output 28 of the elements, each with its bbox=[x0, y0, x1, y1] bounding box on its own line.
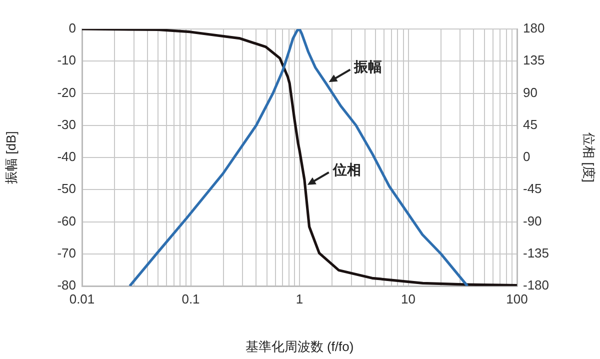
annotation: 振幅 bbox=[353, 58, 382, 74]
y-tick-label: 0 bbox=[68, 20, 76, 36]
y2-axis-title: 位相 [度] bbox=[582, 132, 597, 182]
x-tick-label: 0.01 bbox=[69, 291, 95, 306]
y-tick-label: -30 bbox=[57, 116, 76, 132]
x-tick-label: 10 bbox=[401, 291, 416, 306]
y-tick-label: -20 bbox=[57, 84, 76, 100]
x-axis-title: 基準化周波数 (f/fo) bbox=[245, 338, 354, 354]
y-tick-label: -70 bbox=[57, 245, 76, 260]
y-tick-label: -80 bbox=[57, 278, 76, 293]
y2-tick-label: -45 bbox=[523, 181, 542, 196]
annotation: 位相 bbox=[332, 161, 361, 178]
y2-tick-label: -135 bbox=[523, 245, 550, 260]
y2-tick-label: -90 bbox=[523, 213, 542, 228]
y-tick-label: -50 bbox=[57, 181, 76, 196]
y-tick-label: -60 bbox=[57, 213, 76, 228]
y-axis-title: 振幅 [dB] bbox=[3, 131, 18, 184]
y2-tick-label: 90 bbox=[523, 84, 538, 100]
y2-tick-label: 45 bbox=[523, 116, 538, 132]
y-tick-label: -40 bbox=[57, 149, 76, 164]
y2-tick-label: -180 bbox=[523, 278, 550, 293]
x-tick-label: 0.1 bbox=[182, 291, 200, 306]
x-tick-label: 1 bbox=[296, 291, 304, 306]
x-tick-label: 100 bbox=[506, 291, 528, 306]
y2-tick-label: 135 bbox=[523, 52, 545, 68]
y-tick-label: -10 bbox=[57, 52, 76, 68]
y2-tick-label: 0 bbox=[523, 149, 530, 164]
y2-tick-label: 180 bbox=[523, 20, 545, 36]
